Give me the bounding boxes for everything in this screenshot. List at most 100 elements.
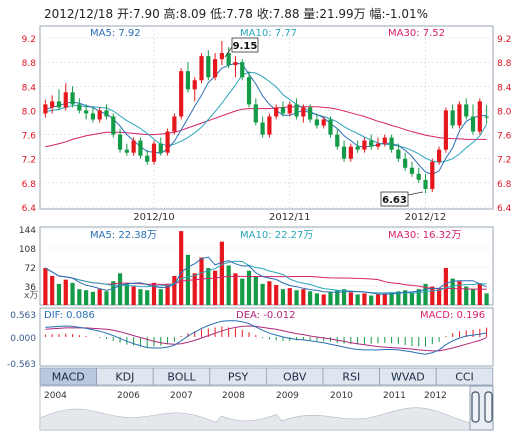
volume-ma5-line bbox=[45, 256, 487, 295]
price-candle bbox=[90, 107, 96, 123]
price-candle bbox=[84, 104, 89, 120]
tab-obv[interactable]: OBV bbox=[265, 367, 324, 386]
volume-y-axis: 144 108 72 36 bbox=[19, 226, 36, 293]
price-y-tick-right: 7.6 bbox=[497, 132, 512, 142]
volume-bar bbox=[84, 290, 89, 305]
price-candle bbox=[253, 98, 258, 126]
price-candle bbox=[355, 140, 360, 153]
candle-body bbox=[84, 110, 89, 114]
volume-bar bbox=[138, 289, 143, 305]
price-y-axis: 9.2 8.8 8.4 8.0 7.6 7.2 6.8 6.4 bbox=[22, 35, 37, 214]
tab-boll[interactable]: BOLL bbox=[152, 367, 211, 386]
volume-ma-lines bbox=[45, 256, 487, 295]
candle-body bbox=[484, 116, 489, 118]
volume-bar bbox=[145, 290, 150, 305]
candle-body bbox=[246, 77, 252, 105]
timeline-year: 2008 bbox=[222, 391, 245, 401]
price-candle bbox=[436, 146, 442, 165]
candle-body bbox=[430, 161, 435, 189]
candle-body bbox=[280, 107, 286, 114]
volume-bar bbox=[457, 281, 462, 305]
price-candle bbox=[233, 56, 238, 78]
macd-y-tick: 0.000 bbox=[10, 334, 36, 344]
candle-body bbox=[260, 122, 265, 135]
volume-bar bbox=[43, 268, 48, 305]
high-marker-line bbox=[224, 46, 233, 58]
candle-body bbox=[308, 107, 313, 120]
volume-bar bbox=[179, 231, 184, 305]
price-candle bbox=[131, 137, 136, 156]
timeline-year: 2009 bbox=[276, 391, 299, 401]
price-candle bbox=[219, 41, 224, 66]
timeline-year: 2004 bbox=[44, 391, 67, 401]
candle-body bbox=[165, 131, 170, 153]
candle-body bbox=[124, 149, 129, 153]
timeline-left-handle[interactable] bbox=[471, 391, 480, 423]
tab-label: OBV bbox=[283, 371, 307, 384]
volume-bar bbox=[362, 293, 367, 305]
candle-body bbox=[192, 80, 197, 90]
price-candle bbox=[165, 128, 170, 156]
volume-bar bbox=[151, 282, 157, 305]
candle-body bbox=[111, 116, 116, 135]
price-candle bbox=[430, 158, 435, 192]
price-ma-lines bbox=[45, 62, 488, 175]
volume-bar bbox=[274, 284, 279, 305]
price-candle bbox=[314, 113, 320, 129]
candle-body bbox=[274, 107, 279, 117]
price-candle bbox=[369, 134, 374, 150]
volume-bar bbox=[77, 289, 82, 305]
volume-bar bbox=[436, 289, 442, 305]
candle-body bbox=[199, 56, 204, 81]
tab-cci[interactable]: CCI bbox=[435, 367, 494, 386]
timeline-years: 2004 2006 2007 2008 2009 2010 2011 2012 bbox=[44, 391, 447, 401]
volume-bar bbox=[314, 293, 320, 305]
price-candle bbox=[185, 62, 191, 93]
volume-bar bbox=[70, 282, 75, 305]
candle-body bbox=[179, 71, 184, 117]
volume-bar bbox=[158, 289, 163, 305]
candle-body bbox=[158, 143, 163, 153]
price-candle bbox=[151, 140, 157, 165]
volume-bar bbox=[430, 286, 435, 305]
price-candle bbox=[206, 50, 211, 81]
tab-psy[interactable]: PSY bbox=[209, 367, 267, 386]
tab-wvad[interactable]: WVAD bbox=[379, 367, 437, 386]
volume-bar bbox=[50, 275, 55, 305]
candle-body bbox=[90, 113, 96, 120]
candle-body bbox=[145, 155, 150, 162]
candle-body bbox=[206, 56, 211, 78]
tab-kdj[interactable]: KDJ bbox=[96, 367, 154, 386]
tab-macd[interactable]: MACD bbox=[39, 367, 97, 386]
low-price-label: 6.63 bbox=[382, 195, 407, 206]
volume-bar bbox=[253, 275, 258, 305]
macd-lines bbox=[45, 320, 487, 355]
tab-label: KDJ bbox=[115, 371, 134, 384]
volume-bar bbox=[369, 295, 374, 305]
price-candle bbox=[117, 128, 123, 153]
price-candle bbox=[287, 101, 292, 117]
candle-body bbox=[253, 104, 258, 123]
volume-bar bbox=[212, 270, 218, 305]
price-candle bbox=[124, 143, 129, 156]
price-candle bbox=[477, 98, 482, 135]
price-y-tick-right: 6.8 bbox=[497, 180, 512, 190]
volume-bar bbox=[477, 283, 482, 305]
tab-rsi[interactable]: RSI bbox=[322, 367, 380, 386]
candle-body bbox=[369, 140, 374, 147]
candle-body bbox=[382, 137, 387, 144]
macd-dea-label: DEA: -0.012 bbox=[236, 310, 295, 321]
volume-ma10-line bbox=[45, 260, 487, 294]
candle-body bbox=[403, 158, 408, 168]
price-y-tick-right: 8.0 bbox=[497, 107, 512, 117]
volume-ma-legend-item: MA5: 22.38万 bbox=[90, 230, 157, 241]
timeline-year: 2011 bbox=[383, 391, 406, 401]
volume-bar bbox=[124, 283, 129, 305]
price-candle bbox=[423, 173, 428, 194]
volume-y-tick: 72 bbox=[25, 264, 36, 274]
price-candle bbox=[321, 116, 326, 129]
price-candle bbox=[294, 98, 299, 120]
volume-y-tick: 144 bbox=[19, 226, 36, 236]
timeline-right-handle[interactable] bbox=[484, 391, 493, 423]
